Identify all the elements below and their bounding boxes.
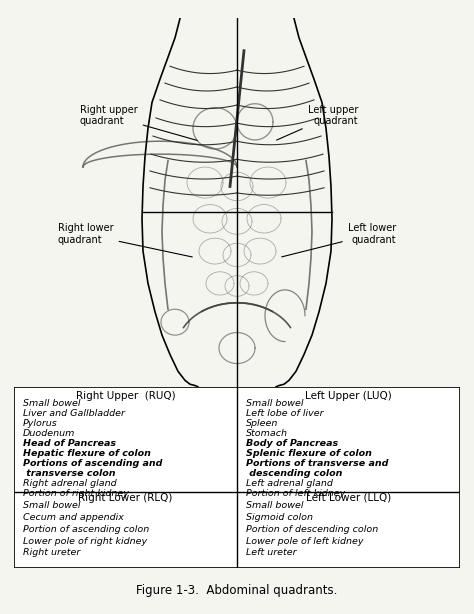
Text: Splenic flexure of colon: Splenic flexure of colon [246, 449, 372, 458]
Text: transverse colon: transverse colon [23, 469, 116, 478]
Text: Small bowel: Small bowel [246, 501, 303, 510]
Text: Portion of ascending colon: Portion of ascending colon [23, 525, 149, 534]
Text: Spleen: Spleen [246, 419, 278, 429]
Text: Right Upper  (RUQ): Right Upper (RUQ) [76, 391, 175, 402]
Text: Lower pole of right kidney: Lower pole of right kidney [23, 537, 147, 546]
Text: Sigmoid colon: Sigmoid colon [246, 513, 313, 522]
Text: Left lower
quadrant: Left lower quadrant [282, 223, 396, 257]
Text: Small bowel: Small bowel [23, 501, 81, 510]
Text: Left lobe of liver: Left lobe of liver [246, 410, 323, 419]
Text: Small bowel: Small bowel [246, 400, 303, 408]
Text: Cecum and appendix: Cecum and appendix [23, 513, 124, 522]
Text: Body of Pancreas: Body of Pancreas [246, 440, 338, 448]
Text: Stomach: Stomach [246, 429, 288, 438]
Text: Head of Pancreas: Head of Pancreas [23, 440, 116, 448]
Text: Portion of left kidney: Portion of left kidney [246, 489, 345, 498]
Text: Left upper
quadrant: Left upper quadrant [276, 104, 358, 140]
Text: Right ureter: Right ureter [23, 548, 81, 558]
Text: Hepatic flexure of colon: Hepatic flexure of colon [23, 449, 151, 458]
Text: Portion of right kidney: Portion of right kidney [23, 489, 129, 498]
Text: Portion of descending colon: Portion of descending colon [246, 525, 378, 534]
Text: Pylorus: Pylorus [23, 419, 58, 429]
Text: Right Lower (RLQ): Right Lower (RLQ) [78, 493, 173, 503]
Text: Left adrenal gland: Left adrenal gland [246, 479, 333, 488]
Text: Liver and Gallbladder: Liver and Gallbladder [23, 410, 125, 419]
Text: Portions of transverse and: Portions of transverse and [246, 459, 388, 468]
Text: Right upper
quadrant: Right upper quadrant [80, 104, 197, 141]
Text: descending colon: descending colon [246, 469, 342, 478]
Text: Small bowel: Small bowel [23, 400, 81, 408]
Text: Duodenum: Duodenum [23, 429, 75, 438]
Text: Figure 1-3.  Abdominal quadrants.: Figure 1-3. Abdominal quadrants. [137, 585, 337, 597]
Text: Portions of ascending and: Portions of ascending and [23, 459, 163, 468]
Text: Right adrenal gland: Right adrenal gland [23, 479, 117, 488]
Text: Lower pole of left kidney: Lower pole of left kidney [246, 537, 364, 546]
Text: Left ureter: Left ureter [246, 548, 296, 558]
Text: Left Lower (LLQ): Left Lower (LLQ) [306, 493, 391, 503]
Text: Right lower
quadrant: Right lower quadrant [58, 223, 192, 257]
Text: Left Upper (LUQ): Left Upper (LUQ) [305, 391, 392, 402]
